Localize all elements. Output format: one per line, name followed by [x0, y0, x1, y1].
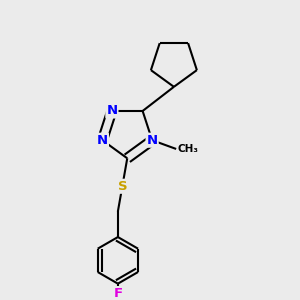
Text: S: S	[118, 180, 127, 193]
Text: N: N	[147, 134, 158, 147]
Text: CH₃: CH₃	[178, 144, 199, 154]
Text: N: N	[106, 104, 118, 118]
Text: F: F	[113, 287, 122, 300]
Text: N: N	[97, 134, 108, 147]
